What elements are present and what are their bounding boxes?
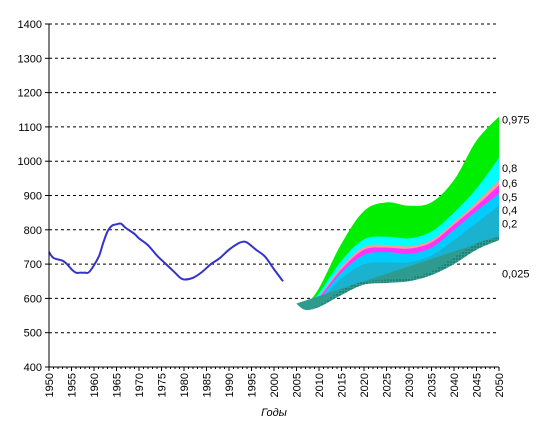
quantile-labels: 0,025 0,2 0,40,5 0,6 0,8 0,975 xyxy=(502,114,530,280)
band-0-025 xyxy=(296,236,499,310)
x-tick-label: 2050 xyxy=(494,373,506,397)
band-0-025-dotted xyxy=(296,236,499,310)
x-tick-label: 1960 xyxy=(89,373,101,397)
x-tick-label: 2000 xyxy=(269,373,281,397)
forecast-bands xyxy=(296,116,499,310)
x-tick-label: 1950 xyxy=(44,373,56,397)
y-tick-label: 700 xyxy=(24,259,42,271)
x-tick-label: 2005 xyxy=(292,373,304,397)
x-tick-label: 1995 xyxy=(247,373,259,397)
x-tick-label: 1975 xyxy=(157,373,169,397)
x-tick-label: 2035 xyxy=(427,373,439,397)
quantile-label: 0,6 xyxy=(502,178,517,190)
x-tick-label: 1980 xyxy=(179,373,191,397)
y-tick-label: 1200 xyxy=(18,88,42,100)
quantile-label: 0,025 xyxy=(502,269,530,281)
x-tick-label: 2040 xyxy=(449,373,461,397)
y-tick-label: 1000 xyxy=(18,156,42,168)
x-tick-label: 1970 xyxy=(134,373,146,397)
y-tick-label: 900 xyxy=(24,191,42,203)
x-tick-label: 2045 xyxy=(472,373,484,397)
quantile-label: 0,2 xyxy=(502,219,517,231)
x-axis-label: Годы xyxy=(261,407,287,419)
x-tick-label: 1990 xyxy=(224,373,236,397)
x-axis-ticks: 1950 1955 1960 1965 1970 1975 1980 1985 1990 1995… xyxy=(44,367,506,397)
y-tick-label: 600 xyxy=(24,293,42,305)
x-tick-label: 2015 xyxy=(337,373,349,397)
grid-lines xyxy=(49,23,499,334)
y-tick-label: 1300 xyxy=(18,53,42,65)
quantile-label: 0,8 xyxy=(502,163,517,175)
x-tick-label: 2025 xyxy=(382,373,394,397)
x-tick-label: 2010 xyxy=(314,373,326,397)
historical-line xyxy=(48,222,284,282)
y-tick-label: 1400 xyxy=(18,19,42,31)
x-tick-label: 1965 xyxy=(112,373,124,397)
y-tick-label: 1100 xyxy=(18,122,42,134)
y-tick-label: 800 xyxy=(24,225,42,237)
y-axis-ticks: 400 500 600 700 800 900 1000 1100 1200 1300 1400 xyxy=(18,19,49,374)
quantile-label: 0,975 xyxy=(502,114,530,126)
x-tick-label: 2030 xyxy=(404,373,416,397)
quantile-label: 0,5 xyxy=(502,192,517,204)
x-tick-label: 1985 xyxy=(202,373,214,397)
y-tick-label: 400 xyxy=(24,362,42,374)
band-0-2 xyxy=(296,205,499,310)
y-tick-label: 500 xyxy=(24,328,42,340)
x-tick-label: 2020 xyxy=(359,373,371,397)
x-tick-label: 1955 xyxy=(67,373,79,397)
quantile-label: 0,4 xyxy=(502,205,517,217)
